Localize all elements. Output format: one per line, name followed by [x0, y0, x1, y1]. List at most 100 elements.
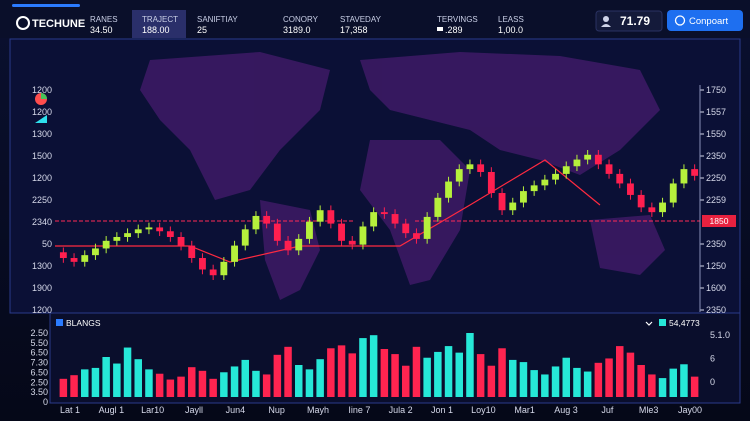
candle-body	[370, 212, 378, 227]
volume-right-label: 5.1.0	[710, 330, 730, 340]
volume-right-label: 6	[710, 354, 715, 364]
volume-bar	[530, 370, 538, 397]
volume-bar	[155, 373, 164, 397]
candle-body	[295, 238, 303, 251]
volume-bar	[102, 357, 110, 397]
stat-icon	[437, 27, 443, 31]
volume-right-label: 0	[710, 377, 715, 387]
volume-bar	[509, 359, 517, 397]
right-axis-label: 1600	[706, 283, 726, 293]
button-icon	[674, 15, 686, 26]
candle-body	[231, 245, 238, 262]
candle-body	[509, 202, 517, 211]
volume-bar	[562, 357, 570, 397]
candle-body	[487, 171, 495, 194]
x-label: Aug 3	[554, 405, 578, 415]
stat-label: LEASS	[498, 15, 524, 24]
volume-bar	[70, 375, 78, 397]
volume-bars	[59, 333, 699, 397]
map-north-america	[140, 52, 330, 200]
candle-body	[680, 169, 688, 184]
candle-body	[380, 212, 388, 215]
dropdown-icon[interactable]	[645, 321, 653, 326]
right-axis-label: 2350	[706, 151, 726, 161]
candle-body	[616, 173, 624, 184]
stat-label: CONORY	[283, 15, 319, 24]
candle-body	[498, 193, 506, 211]
active-tab[interactable]	[132, 10, 186, 38]
candle-body	[70, 258, 78, 262]
volume-bar	[637, 365, 645, 397]
volume-left-label: 6.50	[30, 367, 48, 377]
button[interactable]	[667, 10, 743, 31]
x-label: Mle3	[639, 405, 659, 415]
candle-body	[338, 223, 345, 241]
volume-bar	[252, 370, 260, 397]
volume-bar	[198, 370, 207, 397]
left-axis-label: 50	[42, 239, 52, 249]
candle-body	[327, 210, 335, 224]
price-tag: 1850	[710, 216, 729, 226]
legend-swatch	[56, 319, 63, 326]
candle-body	[252, 215, 260, 230]
candle-body	[573, 159, 581, 167]
candle-body	[530, 185, 538, 192]
right-axis-label: 1550	[706, 129, 726, 139]
volume-bar	[434, 351, 442, 397]
balance: 71.79	[620, 14, 650, 28]
x-label: Jula 2	[389, 405, 413, 415]
volume-bar	[145, 369, 153, 397]
stat-label: SANIFTIAY	[197, 15, 238, 24]
volume-bar	[466, 333, 474, 397]
logo: TECHUNE	[32, 18, 85, 30]
volume-bar	[348, 353, 356, 397]
candle-body	[584, 154, 592, 160]
stat-value: .289	[445, 25, 463, 35]
volume-bar	[273, 354, 282, 397]
left-axis-label: 1200	[32, 305, 52, 315]
price-tag-box	[702, 215, 736, 227]
volume-bar	[541, 374, 549, 397]
map-eurasia	[360, 52, 660, 175]
candle-body	[423, 216, 431, 239]
candle-body	[359, 226, 367, 245]
right-axis-label: 2250	[706, 173, 726, 183]
candle-body	[145, 227, 153, 230]
volume-left-label: 0	[43, 397, 48, 407]
right-axis-label: 1750	[706, 85, 726, 95]
left-axis-label: 2340	[32, 217, 52, 227]
candle-body	[520, 191, 527, 203]
candle-body	[413, 233, 420, 239]
left-axis-label: 1300	[32, 129, 52, 139]
candle-body	[92, 248, 99, 256]
x-label: Jon 1	[431, 405, 453, 415]
candle-body	[284, 240, 292, 251]
stat-value: 188.00	[142, 25, 170, 35]
stat-label: STAVEDAY	[340, 15, 382, 24]
volume-bar	[583, 371, 592, 397]
button-label[interactable]: Conpoart	[689, 16, 728, 27]
right-axis-label: 1557	[706, 107, 726, 117]
volume-bar	[134, 359, 142, 397]
world-map	[140, 52, 665, 300]
volume-bar	[91, 367, 100, 397]
stat-label: RANES	[90, 15, 118, 24]
volume-bar	[220, 372, 228, 397]
stat-value: 34.50	[90, 25, 113, 35]
candle-body	[134, 229, 142, 234]
candle-body	[434, 197, 442, 217]
volume-bar	[316, 359, 324, 397]
volume-bar	[605, 358, 613, 397]
candle-body	[402, 223, 410, 234]
candle-body	[220, 261, 228, 276]
candle-body	[648, 207, 656, 213]
volume-bar	[81, 369, 89, 397]
right-axis-label: 2259	[706, 195, 726, 205]
volume-bar	[391, 354, 399, 397]
x-label: Juf	[601, 405, 614, 415]
volume-bar	[369, 335, 378, 397]
map-africa	[360, 140, 470, 285]
